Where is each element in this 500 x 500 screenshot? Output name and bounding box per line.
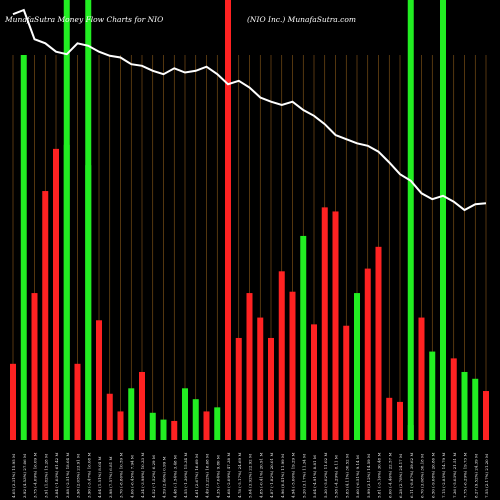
x-tick-label: 6.11 (-8.87%) 39.62 M: [409, 453, 414, 498]
x-tick-label: 5.58 (-4.29%) 8.11 M: [334, 455, 339, 498]
x-tick-label: 4.85 (-0.41%) 20.91 M: [258, 453, 263, 498]
x-tick-label: 5.83 (4.11%) 30.52 M: [344, 454, 349, 498]
bar-full-height: [440, 0, 446, 440]
bar: [418, 317, 425, 440]
x-tick-label: 4.68 (-2.09%) 47.38 M: [226, 453, 231, 498]
bar: [139, 371, 145, 440]
x-tick-label: 4.78 (-5.17%) 24.69 M: [237, 453, 242, 498]
bar: [96, 320, 102, 440]
x-tick-label: 6.70 (3.08%) 30.18 M: [420, 454, 425, 498]
price-line: [12, 8, 487, 212]
x-tick-label: 7.15 (-2.85%) 14.79 M: [441, 453, 446, 498]
x-tick-label: 3.75 (-4.09%) 16.09 M: [33, 453, 38, 498]
bar: [117, 411, 124, 440]
bar: [246, 293, 253, 440]
x-tick-label: 4.87 (-1.82%) 20.01 M: [269, 453, 274, 498]
bar: [42, 191, 49, 440]
bar: [214, 407, 221, 440]
bar: [311, 324, 317, 440]
bar: [472, 378, 479, 440]
bar: [182, 388, 188, 440]
x-tick-label: 5.60 (-6.51%) 9.14 M: [355, 455, 360, 498]
bar: [397, 401, 403, 440]
bar: [160, 419, 167, 440]
bar: [450, 358, 457, 440]
x-tick-label: 3.70 (-8.86%) 10.59 M: [119, 453, 124, 498]
x-tick-label: 6.28 (2.78%) 24.17 M: [398, 454, 403, 498]
tall-bars: [63, 0, 446, 440]
bar: [289, 291, 296, 440]
x-tick-label: 4.94 (-5.00%) 19.29 M: [291, 453, 296, 498]
bar: [128, 388, 135, 440]
x-tick-label: 4.96 (0.41%) 11.99 M: [280, 454, 285, 498]
x-tick-label: 3.88 (-2.51%) 18.04 M: [65, 453, 70, 498]
chart-title-right: (NIO Inc.) MunafaSutra.com: [247, 15, 356, 24]
bar-full-height: [407, 0, 414, 440]
bar: [375, 246, 382, 440]
bar: [483, 391, 489, 440]
x-tick-label: 4.55 (-1.30%) 15.34 M: [183, 453, 188, 498]
x-tick-label: 3.91 (1.82%) 15.28 M: [43, 454, 48, 498]
bar: [354, 293, 360, 440]
x-tick-label: 4.59 (2.46%) 0.99 M: [162, 456, 167, 498]
bar: [106, 393, 113, 440]
x-tick-label: 7.75 (-6.29%) 19.73 M: [463, 453, 468, 498]
bar: [268, 337, 274, 440]
x-tick-label: 3.92 (4.53%) 27.06 M: [22, 454, 27, 498]
x-tick-label: 4.05 (3.31%) 15.95 M: [11, 454, 16, 498]
bar-full-height: [225, 0, 231, 440]
bar: [203, 411, 210, 440]
bar: [74, 363, 81, 440]
bar: [429, 351, 436, 440]
bar: [149, 412, 156, 440]
bar-full-height: [85, 0, 92, 440]
bar: [20, 55, 27, 440]
bar: [321, 207, 328, 440]
x-tick-label: 5.20 (3.17%) 11.34 M: [301, 454, 306, 498]
x-tick-label: 5.99 (3.12%) 14.59 M: [366, 454, 371, 498]
x-tick-label: 4.06 (-6.45%) 7.94 M: [129, 455, 134, 498]
bar: [332, 211, 339, 440]
x-tick-label: 7.36 (-5.03%) 21.51 M: [452, 453, 457, 498]
bar: [364, 268, 371, 440]
bar: [53, 148, 59, 440]
bar: [31, 293, 38, 440]
x-tick-label: 3.84 (-1.03%) 61.42 M: [54, 453, 59, 498]
x-tick-label: 4.52 (-1.52%) 6.29 M: [151, 455, 156, 498]
x-tick-label: 8.27 (9.52%) 24.39 M: [473, 454, 478, 498]
bar: [235, 337, 242, 440]
bar: [461, 371, 468, 440]
x-tick-label: 3.98 (7.57%) 6.81 M: [108, 456, 113, 498]
x-tick-label: 5.04 (3.92%) 22.92 M: [248, 454, 253, 498]
bar-full-height: [63, 0, 70, 440]
bar: [171, 420, 178, 440]
chart-title-left: MunafaSutra Money Flow Charts for NIO: [4, 15, 163, 24]
bar: [10, 363, 16, 440]
x-tick-label: 3.90 (-3.47%) 16.08 M: [86, 453, 91, 498]
bar: [192, 399, 199, 440]
x-tick-label: 6.00 (-4.46%) 22.57 M: [387, 453, 392, 498]
bar: [278, 271, 285, 440]
x-tick-label: 4.49 (3.22%) 16.68 M: [205, 454, 210, 498]
bar: [386, 397, 393, 440]
bar: [300, 235, 307, 440]
bar: [343, 325, 350, 440]
x-tick-label: 7.55 (2.17%) 21.20 M: [484, 454, 489, 498]
x-tick-label: 4.61 (2.67%) 16.69 M: [194, 454, 199, 498]
x-tick-label: 4.48 (-1.54%) 3.48 M: [172, 455, 177, 498]
bar: [257, 317, 264, 440]
x-tick-label: 5.81 (-3.16%) 30.48 M: [377, 453, 382, 498]
x-tick-label: 3.98 (2.05%) 23.91 M: [76, 454, 81, 498]
x-tick-label: 5.30 (-5.02%) 11.02 M: [323, 453, 328, 498]
x-tick-label: 4.34 (-3.98%) 10.33 M: [140, 453, 145, 498]
x-tick-label: 4.35 (-7.04%) 9.80 M: [215, 455, 220, 498]
x-tick-label: 5.04 (-4.91%) 8.81 M: [312, 455, 317, 498]
x-tick-label: 6.50 (-9.08%) 26.86 M: [430, 453, 435, 498]
x-tick-labels: 4.05 (3.31%) 15.95 M 3.92 (4.53%) 27.06 M…: [11, 453, 489, 498]
x-tick-label: 4.04 (1.51%) 8.04 M: [97, 456, 102, 498]
